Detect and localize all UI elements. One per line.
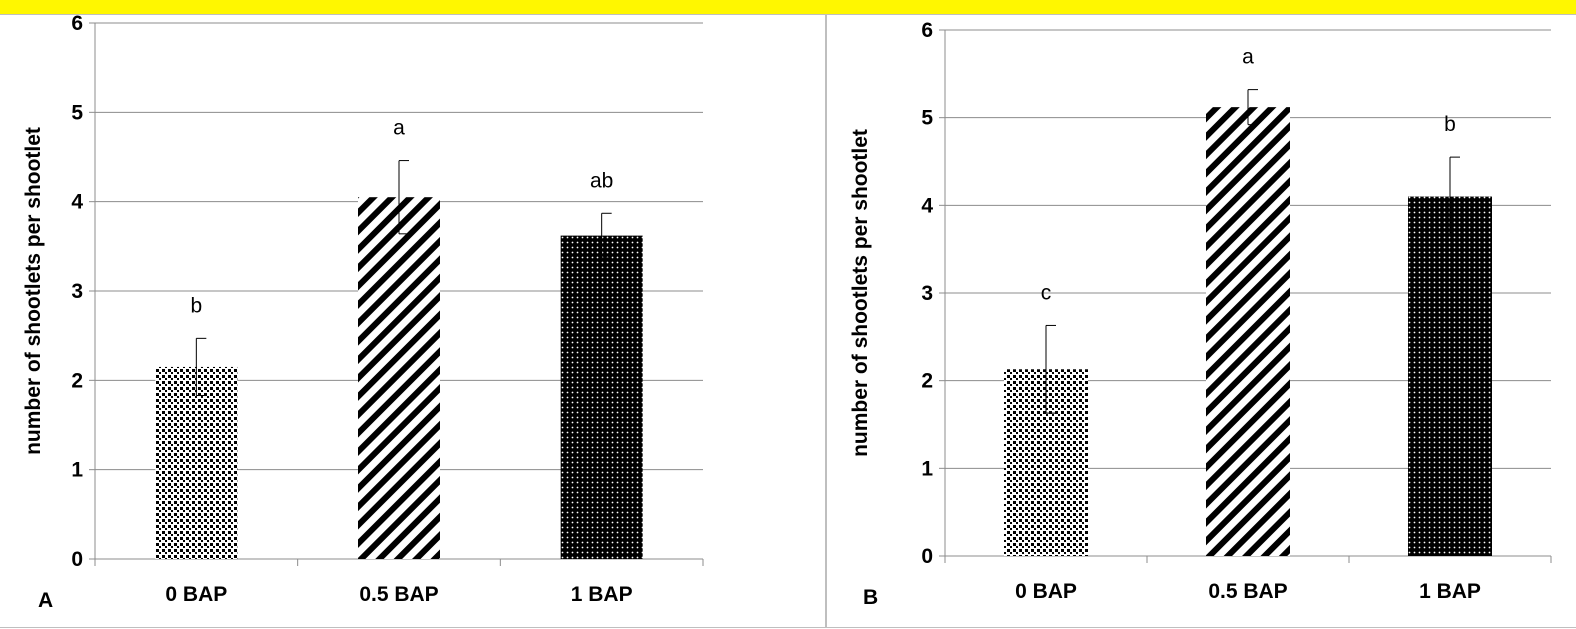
y-tick-label: 6 (71, 15, 83, 35)
y-tick-label: 2 (921, 370, 933, 393)
y-tick-label: 3 (921, 282, 933, 305)
x-tick-label: 1 BAP (1419, 580, 1481, 603)
x-tick-label: 1 BAP (571, 583, 633, 606)
x-tick-label: 0.5 BAP (359, 583, 438, 606)
bar (155, 366, 238, 559)
y-axis-label: number of shootlets per shootlet (22, 127, 45, 455)
y-tick-label: 3 (71, 280, 83, 303)
y-tick-label: 0 (71, 548, 83, 571)
bar (560, 235, 643, 559)
y-tick-label: 1 (921, 457, 933, 480)
significance-letter: b (190, 294, 202, 317)
y-tick-label: 4 (71, 191, 83, 214)
bar (1408, 196, 1492, 557)
y-tick-label: 2 (71, 369, 83, 392)
x-tick-label: 0 BAP (1015, 580, 1077, 603)
significance-letter: b (1444, 113, 1456, 136)
significance-letter: c (1041, 281, 1052, 304)
panel-label: B (863, 586, 878, 609)
y-tick-label: 6 (921, 19, 933, 42)
chart-b-svg: 0 1 2 3 4 5 6 c 0 BAP a 0.5 BAP b 1 BAP number of sho… (849, 19, 1552, 609)
highlight-strip (0, 0, 1576, 14)
y-axis-label: number of shootlets per shootlet (849, 129, 872, 457)
chart-a-svg: 0 1 2 3 4 5 6 b 0 BAP a 0.5 BAP ab 1 BAP number of sh… (22, 15, 704, 612)
y-tick-label: 5 (921, 107, 933, 130)
bar (358, 197, 440, 559)
y-tick-label: 1 (71, 459, 83, 482)
y-tick-label: 4 (921, 194, 933, 217)
significance-letter: ab (590, 169, 613, 192)
y-tick-label: 0 (921, 545, 933, 568)
y-tick-label: 5 (71, 101, 83, 124)
significance-letter: a (1242, 46, 1254, 69)
chart-panel-b: 0 1 2 3 4 5 6 c 0 BAP a 0.5 BAP b 1 BAP number of sho… (826, 14, 1576, 628)
bar (1206, 107, 1290, 556)
chart-panel-a: 0 1 2 3 4 5 6 b 0 BAP a 0.5 BAP ab 1 BAP number of sh… (0, 14, 826, 628)
x-tick-label: 0.5 BAP (1208, 580, 1287, 603)
x-tick-label: 0 BAP (165, 583, 227, 606)
significance-letter: a (393, 117, 405, 140)
panel-label: A (38, 589, 53, 612)
